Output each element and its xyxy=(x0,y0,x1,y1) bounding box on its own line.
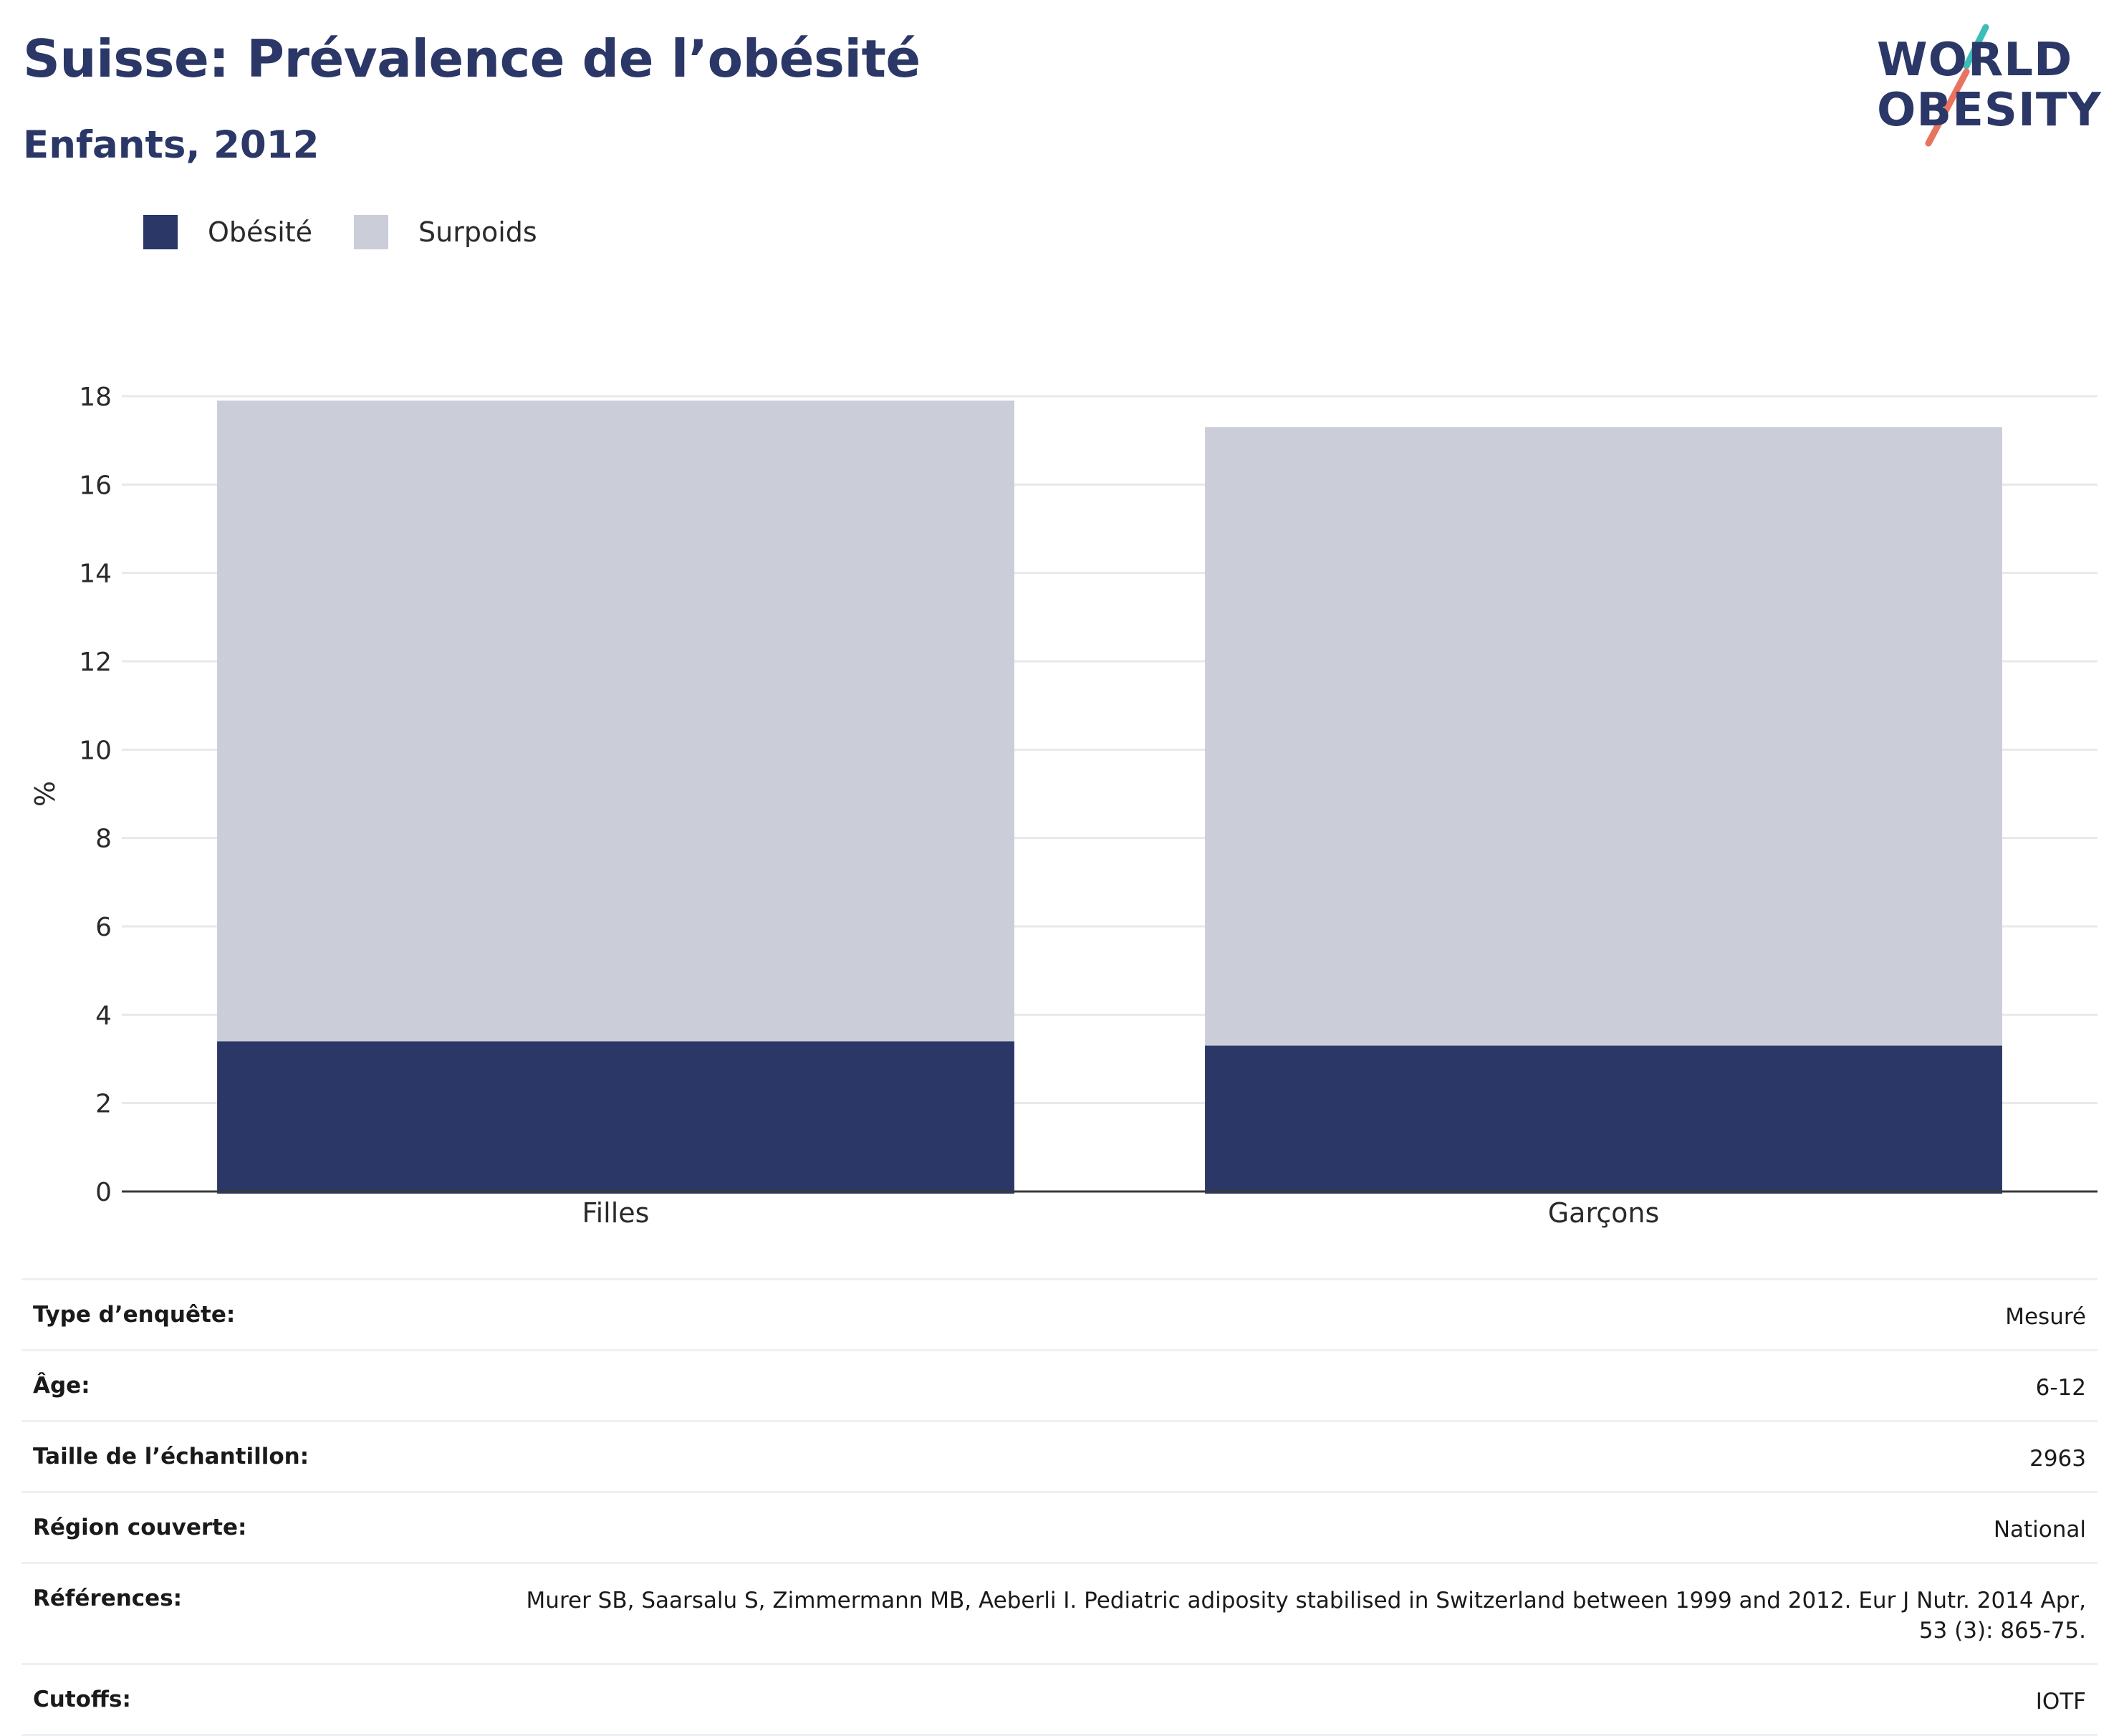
x-tick-label: Garçons xyxy=(1548,1197,1660,1229)
bar-segment-overweight xyxy=(217,401,1014,1042)
y-tick-label: 0 xyxy=(95,1178,112,1207)
bar-segment-obesity xyxy=(217,1041,1014,1194)
y-tick-label: 18 xyxy=(79,383,112,412)
info-row-age: Âge: 6-12 xyxy=(21,1351,2098,1422)
logo-word-world: WORLD xyxy=(1877,34,2073,87)
chart-subtitle: Enfants, 2012 xyxy=(23,123,319,167)
legend-item-overweight[interactable]: Surpoids xyxy=(354,215,537,249)
y-tick-label: 4 xyxy=(95,1001,112,1030)
info-row-sample-size: Taille de l’échantillon: 2963 xyxy=(21,1422,2098,1493)
info-value: Murer SB, Saarsalu S, Zimmermann MB, Aeb… xyxy=(526,1588,2086,1644)
info-row-survey-type: Type d’enquête: Mesuré xyxy=(21,1280,2098,1351)
info-row-cutoffs: Cutoffs: IOTF xyxy=(21,1665,2098,1736)
info-label: Cutoffs: xyxy=(33,1687,131,1712)
info-label: Région couverte: xyxy=(33,1515,247,1540)
info-value: Mesuré xyxy=(2005,1304,2086,1330)
info-label: Type d’enquête: xyxy=(33,1302,236,1328)
chart-legend: Obésité Surpoids xyxy=(143,212,579,252)
bar-segment-obesity xyxy=(1205,1045,2002,1194)
legend-swatch-overweight xyxy=(354,215,389,249)
info-value: IOTF xyxy=(2035,1689,2086,1715)
y-axis-label: % xyxy=(29,781,61,807)
y-tick-label: 16 xyxy=(79,471,112,500)
logo-slash-icon xyxy=(1925,24,1989,147)
info-label: Taille de l’échantillon: xyxy=(33,1444,309,1469)
info-row-references: Références: Murer SB, Saarsalu S, Zimmer… xyxy=(21,1564,2098,1665)
legend-swatch-obesity xyxy=(143,215,178,249)
info-row-region: Région couverte: National xyxy=(21,1493,2098,1564)
info-label: Références: xyxy=(33,1586,183,1611)
world-obesity-logo: WORLD OBESITY xyxy=(1863,21,2102,150)
bar-segment-overweight xyxy=(1205,427,2002,1046)
y-tick-label: 14 xyxy=(79,560,112,589)
survey-info-table: Type d’enquête: Mesuré Âge: 6-12 Taille … xyxy=(21,1278,2098,1736)
y-tick-label: 8 xyxy=(95,825,112,854)
y-tick-label: 2 xyxy=(95,1090,112,1119)
info-value: 6-12 xyxy=(2035,1375,2086,1401)
x-tick-label: Filles xyxy=(582,1197,650,1229)
info-value: 2963 xyxy=(2029,1446,2086,1472)
legend-label-obesity: Obésité xyxy=(208,216,313,248)
y-tick-label: 10 xyxy=(79,736,112,765)
legend-label-overweight: Surpoids xyxy=(418,216,537,248)
legend-item-obesity[interactable]: Obésité xyxy=(143,215,312,249)
y-tick-label: 6 xyxy=(95,913,112,942)
y-tick-label: 12 xyxy=(79,648,112,677)
chart-title: Suisse: Prévalence de l’obésité xyxy=(23,29,921,89)
info-value: National xyxy=(1993,1517,2086,1543)
logo-word-obesity: OBESITY xyxy=(1877,84,2102,137)
stacked-bar-chart: 0 2 4 6 8 10 12 14 16 18% Filles Garçons xyxy=(29,383,2098,1229)
info-label: Âge: xyxy=(33,1373,90,1399)
